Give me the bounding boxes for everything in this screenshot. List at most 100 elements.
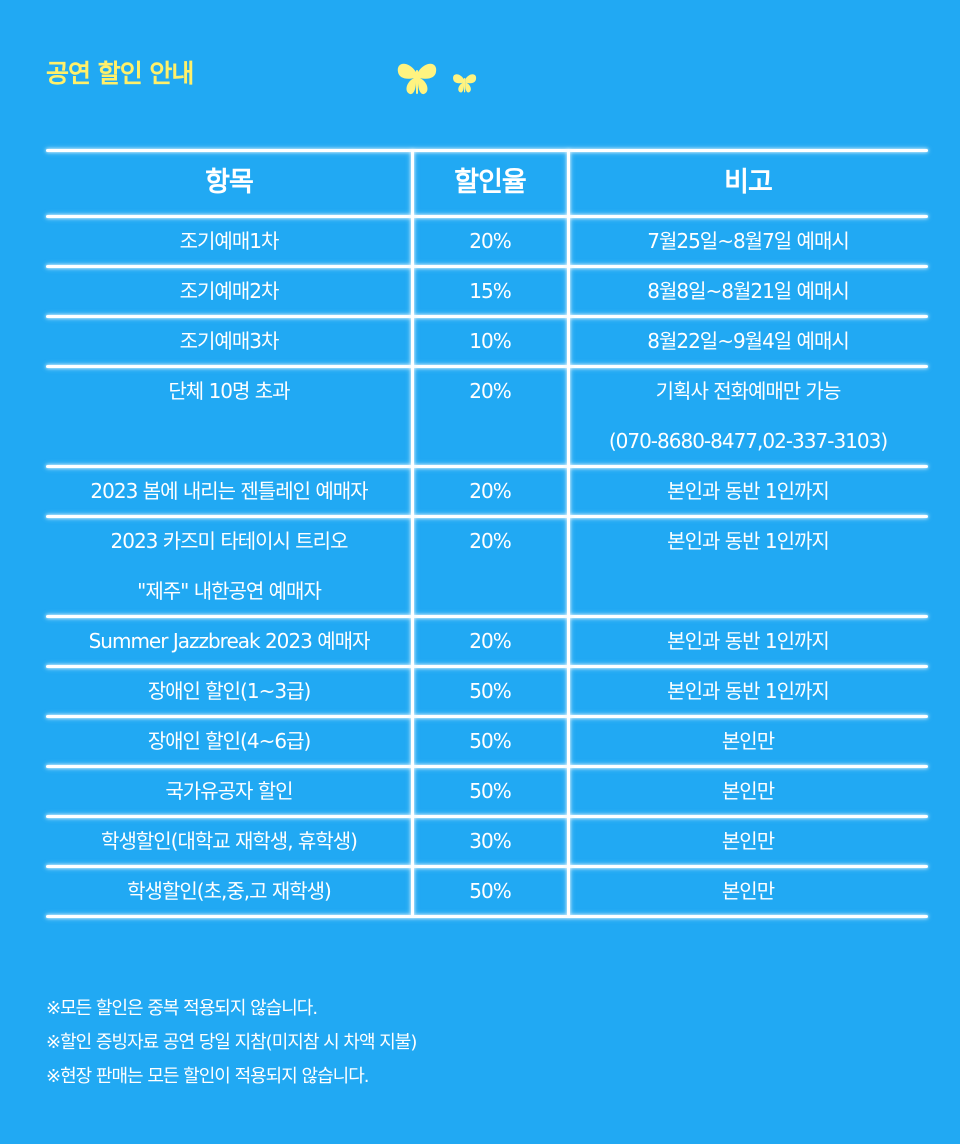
note-cell: 7월25일~8월7일 예매시 [568, 216, 928, 266]
note-cell: 본인과 동반 1인까지 [568, 616, 928, 666]
column-divider [567, 150, 570, 916]
row-divider [46, 515, 928, 518]
item-cell: 장애인 할인(4~6급) [46, 716, 412, 766]
table-row: 학생할인(초,중,고 재학생) 50% 본인만 [46, 866, 928, 916]
row-divider [46, 265, 928, 268]
item-text: 학생할인(초,중,고 재학생) [127, 879, 332, 903]
row-divider [46, 665, 928, 668]
item-cell: 장애인 할인(1~3급) [46, 666, 412, 716]
rate-cell: 20% [469, 229, 511, 253]
item-text: 조기예매3차 [179, 329, 280, 353]
note-text: 기획사 전화예매만 가능 [655, 379, 842, 403]
note-cell: 8월8일~8월21일 예매시 [568, 266, 928, 316]
rate-cell: 20% [469, 629, 511, 653]
item-text: 국가유공자 할인 [165, 779, 293, 803]
item-text: 단체 10명 초과 [168, 379, 290, 403]
note-text: 본인과 동반 1인까지 [667, 479, 830, 503]
row-divider [46, 149, 928, 152]
note-item: ※모든 할인은 중복 적용되지 않습니다. [46, 998, 318, 1019]
item-cell: 조기예매3차 [46, 316, 412, 366]
column-header: 항목 [205, 167, 254, 198]
item-cell: 2023 카즈미 타테이시 트리오 "제주" 내한공연 예매자 [46, 516, 412, 616]
butterfly-icon [453, 74, 477, 93]
item-text: 조기예매1차 [179, 229, 280, 253]
item-text: 장애인 할인(4~6급) [147, 729, 312, 753]
item-text: 2023 카즈미 타테이시 트리오 [110, 529, 349, 553]
note-cell: 본인만 [568, 816, 928, 866]
butterfly-icon [397, 63, 437, 95]
table-row: 조기예매1차 20% 7월25일~8월7일 예매시 [46, 216, 928, 266]
row-divider [46, 865, 928, 868]
rate-cell: 15% [469, 279, 511, 303]
note-text: 본인만 [721, 829, 775, 853]
item-cell: 학생할인(대학교 재학생, 휴학생) [46, 816, 412, 866]
row-divider [46, 915, 928, 918]
item-cell: 학생할인(초,중,고 재학생) [46, 866, 412, 916]
column-header: 할인율 [454, 167, 527, 198]
note-text: 7월25일~8월7일 예매시 [647, 229, 850, 253]
column-header: 비고 [724, 167, 773, 198]
rate-cell: 10% [469, 329, 511, 353]
note-text: 본인만 [721, 779, 775, 803]
row-divider [46, 765, 928, 768]
item-text: Summer Jazzbreak 2023 예매자 [88, 629, 371, 653]
item-text: 장애인 할인(1~3급) [147, 679, 312, 703]
note-cell: 기획사 전화예매만 가능 (070-8680-8477,02-337-3103) [568, 366, 928, 466]
row-divider [46, 215, 928, 218]
item-cell: 조기예매1차 [46, 216, 412, 266]
row-divider [46, 315, 928, 318]
rate-cell: 50% [469, 729, 511, 753]
item-cell: Summer Jazzbreak 2023 예매자 [46, 616, 412, 666]
note-cell: 본인만 [568, 716, 928, 766]
rate-cell: 50% [469, 779, 511, 803]
table-row: 2023 카즈미 타테이시 트리오 "제주" 내한공연 예매자 20% 본인과 동반 … [46, 516, 928, 616]
note-item: ※현장 판매는 모든 할인이 적용되지 않습니다. [46, 1066, 370, 1087]
note-cell: 본인과 동반 1인까지 [568, 466, 928, 516]
table-row: 국가유공자 할인 50% 본인만 [46, 766, 928, 816]
item-text: 조기예매2차 [179, 279, 280, 303]
item-text: "제주" 내한공연 예매자 [137, 579, 322, 603]
table-row: 장애인 할인(4~6급) 50% 본인만 [46, 716, 928, 766]
note-text: (070-8680-8477,02-337-3103) [608, 429, 888, 453]
table-row: 장애인 할인(1~3급) 50% 본인과 동반 1인까지 [46, 666, 928, 716]
note-text: 본인과 동반 1인까지 [667, 529, 830, 553]
table-row: 조기예매3차 10% 8월22일~9월4일 예매시 [46, 316, 928, 366]
note-cell: 본인과 동반 1인까지 [568, 666, 928, 716]
note-text: 본인만 [721, 729, 775, 753]
note-text: 본인과 동반 1인까지 [667, 629, 830, 653]
item-cell: 단체 10명 초과 [46, 366, 412, 416]
row-divider [46, 615, 928, 618]
row-divider [46, 465, 928, 468]
rate-cell: 20% [469, 379, 511, 403]
row-divider [46, 715, 928, 718]
notes: ※모든 할인은 중복 적용되지 않습니다. ※할인 증빙자료 공연 당일 지참(… [46, 992, 417, 1094]
note-text: 8월22일~9월4일 예매시 [647, 329, 850, 353]
item-text: 2023 봄에 내리는 젠틀레인 예매자 [90, 479, 368, 503]
butterfly-decoration [397, 63, 477, 95]
note-cell: 본인만 [568, 866, 928, 916]
rate-cell: 20% [469, 529, 511, 553]
table-row: 학생할인(대학교 재학생, 휴학생) 30% 본인만 [46, 816, 928, 866]
row-divider [46, 365, 928, 368]
note-cell: 본인과 동반 1인까지 [568, 516, 928, 566]
note-text: 본인과 동반 1인까지 [667, 679, 830, 703]
item-text: 학생할인(대학교 재학생, 휴학생) [101, 829, 358, 853]
table-row: 단체 10명 초과 20% 기획사 전화예매만 가능 (070-8680-8477,0… [46, 366, 928, 466]
note-cell: 본인만 [568, 766, 928, 816]
note-item: ※할인 증빙자료 공연 당일 지참(미지참 시 차액 지불) [46, 1032, 417, 1053]
rate-cell: 30% [469, 829, 511, 853]
rate-cell: 20% [469, 479, 511, 503]
item-cell: 2023 봄에 내리는 젠틀레인 예매자 [46, 466, 412, 516]
table-row: Summer Jazzbreak 2023 예매자 20% 본인과 동반 1인까지 [46, 616, 928, 666]
page-title: 공연 할인 안내 [46, 59, 194, 88]
row-divider [46, 815, 928, 818]
table-row: 2023 봄에 내리는 젠틀레인 예매자 20% 본인과 동반 1인까지 [46, 466, 928, 516]
rate-cell: 50% [469, 879, 511, 903]
rate-cell: 50% [469, 679, 511, 703]
item-cell: 조기예매2차 [46, 266, 412, 316]
note-text: 본인만 [721, 879, 775, 903]
item-cell: 국가유공자 할인 [46, 766, 412, 816]
table-header: 항목 할인율 비고 [46, 150, 928, 216]
note-text: 8월8일~8월21일 예매시 [647, 279, 850, 303]
column-divider [411, 150, 414, 916]
